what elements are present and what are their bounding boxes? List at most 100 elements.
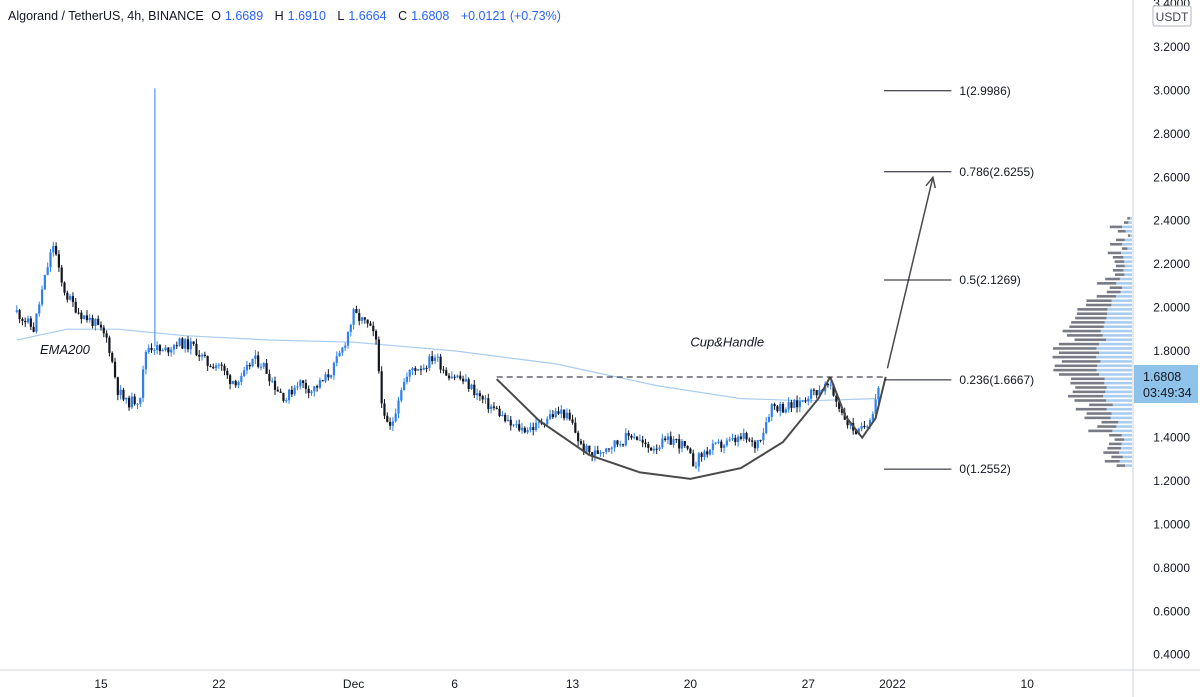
volume-profile-bar-up xyxy=(1104,381,1132,385)
volume-profile-bar-down xyxy=(1115,238,1125,242)
candle-body xyxy=(133,396,136,405)
candle-body xyxy=(720,441,723,448)
volume-profile-bar-down xyxy=(1107,446,1121,450)
candle-body xyxy=(456,375,459,378)
symbol-description[interactable]: Algorand / TetherUS, 4h, BINANCE xyxy=(8,9,204,23)
time-tick-label: 6 xyxy=(451,677,458,691)
candle-body xyxy=(748,439,751,441)
volume-profile-bar-up xyxy=(1096,355,1132,359)
candle-body xyxy=(111,352,114,362)
candle-body xyxy=(136,403,139,405)
candle-body xyxy=(694,466,698,468)
volume-profile-bar-up xyxy=(1124,260,1132,263)
candle-body xyxy=(299,380,302,387)
candle-body xyxy=(776,406,779,412)
fib-level-label: 0(1.2552) xyxy=(959,462,1010,476)
candle-body xyxy=(91,317,94,326)
candle-body xyxy=(335,356,338,363)
ema200-line xyxy=(16,328,876,402)
volume-profile-bar-down xyxy=(1061,360,1101,363)
candle-body xyxy=(473,384,476,396)
candle-body xyxy=(405,376,409,382)
candle-body xyxy=(313,386,316,392)
candle-body xyxy=(832,384,835,396)
candle-body xyxy=(613,440,616,448)
candle-body xyxy=(706,451,709,455)
volume-profile-bar-down xyxy=(1123,221,1129,224)
candle-body xyxy=(588,445,591,453)
candle-body xyxy=(753,441,757,449)
time-tick-label: 22 xyxy=(212,677,226,691)
volume-profile-bar-up xyxy=(1106,399,1132,402)
candle-body xyxy=(108,337,111,353)
candle-body xyxy=(442,369,445,371)
candle-body xyxy=(484,398,487,400)
candle-body xyxy=(49,252,52,268)
volume-profile-bar-up xyxy=(1112,403,1132,407)
volume-profile-bar-up xyxy=(1124,238,1132,242)
volume-profile-bar-up xyxy=(1102,334,1132,337)
candle-body xyxy=(459,375,462,379)
candle-body xyxy=(582,443,585,453)
candle-body xyxy=(433,357,437,362)
volume-profile-bar-up xyxy=(1111,303,1132,307)
candle-body xyxy=(400,390,403,401)
volume-profile-bar-down xyxy=(1071,321,1105,324)
candle-body xyxy=(700,453,703,457)
candle-body xyxy=(798,401,801,408)
candle-body xyxy=(734,437,737,443)
price-tick-label: 2.2000 xyxy=(1153,257,1190,271)
candle-body xyxy=(664,438,667,440)
volume-profile-bar-up xyxy=(1124,264,1132,268)
candle-body xyxy=(21,319,24,321)
candle-body xyxy=(661,438,664,448)
candle-body xyxy=(119,389,122,395)
candle-body xyxy=(866,426,869,428)
candle-body xyxy=(271,380,274,382)
volume-profile-bar-up xyxy=(1127,247,1132,250)
candle-body xyxy=(714,442,717,444)
candle-body xyxy=(669,436,672,445)
volume-profile-bar-down xyxy=(1108,442,1122,446)
candle-body xyxy=(703,451,706,457)
volume-profile-bar-up xyxy=(1120,290,1132,294)
candle-body xyxy=(214,365,218,369)
candle-body xyxy=(310,391,313,394)
volume-profile-bar-up xyxy=(1116,425,1132,428)
candle-body xyxy=(728,439,731,441)
candle-body xyxy=(512,424,515,426)
volume-profile-bar-up xyxy=(1106,338,1132,342)
candle-body xyxy=(257,355,260,367)
price-tick-label: 2.4000 xyxy=(1153,214,1190,228)
candle-body xyxy=(534,422,538,430)
volume-profile-bar-up xyxy=(1103,394,1132,398)
candle-body xyxy=(341,347,344,353)
volume-profile-bar-up xyxy=(1107,312,1132,316)
candle-body xyxy=(262,363,265,367)
candle-body xyxy=(251,358,254,367)
candle-body xyxy=(414,368,417,371)
candle-body xyxy=(226,370,229,376)
volume-profile-bar-down xyxy=(1074,338,1107,342)
candle-body xyxy=(863,426,866,428)
candle-body xyxy=(577,432,580,442)
volume-profile-bar-down xyxy=(1127,216,1130,220)
pattern-label: Cup&Handle xyxy=(690,335,764,350)
candle-body xyxy=(355,309,358,314)
candle-body xyxy=(220,364,223,366)
volume-profile-bar-down xyxy=(1117,229,1126,233)
low-label: L xyxy=(337,9,345,23)
candle-body xyxy=(374,331,378,340)
volume-profile-bar-up xyxy=(1125,229,1132,233)
candle-body xyxy=(125,397,128,400)
candle-body xyxy=(445,370,448,376)
volume-profile-bar-down xyxy=(1070,381,1105,385)
currency-badge[interactable] xyxy=(1152,5,1192,27)
candle-body xyxy=(102,327,105,334)
price-tick-label: 0.8000 xyxy=(1153,561,1190,575)
price-tick-label: 0.6000 xyxy=(1153,604,1190,618)
volume-profile-bar-down xyxy=(1116,464,1126,467)
candle-body xyxy=(571,419,574,423)
candle-body xyxy=(826,383,830,386)
